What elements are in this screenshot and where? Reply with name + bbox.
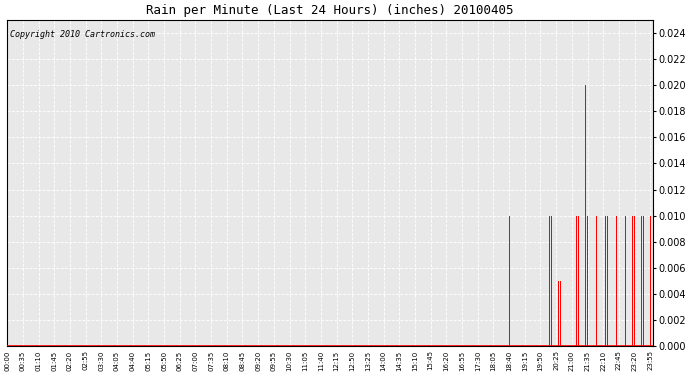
Title: Rain per Minute (Last 24 Hours) (inches) 20100405: Rain per Minute (Last 24 Hours) (inches)… <box>146 4 513 17</box>
Text: Copyright 2010 Cartronics.com: Copyright 2010 Cartronics.com <box>10 30 155 39</box>
